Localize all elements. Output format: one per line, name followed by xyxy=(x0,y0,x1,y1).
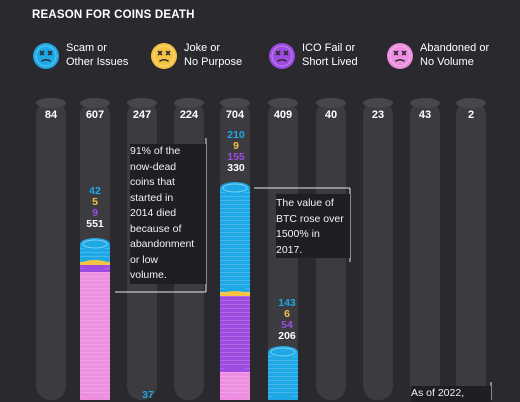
breakdown-scam-5: 143 xyxy=(278,297,296,309)
abandoned-face-icon xyxy=(386,42,414,70)
column-cap-9 xyxy=(456,98,486,108)
legend-label-joke: Joke or No Purpose xyxy=(184,42,243,68)
legend-label-abandoned: Abandoned or No Volume xyxy=(420,42,490,68)
breakdown-abandoned-1: 551 xyxy=(86,218,104,230)
total-label-2: 247 xyxy=(133,109,151,121)
legend: Scam or Other Issues Joke or No Purpose … xyxy=(32,40,520,82)
breakdown-ico-5: 54 xyxy=(281,319,293,331)
total-label-8: 43 xyxy=(419,109,431,121)
column-cap-3 xyxy=(174,98,204,108)
annotation-2014: 91% of the now-dead coins that started i… xyxy=(130,144,206,284)
column-8 xyxy=(410,101,440,400)
legend-label-ico: ICO Fail or Short Lived xyxy=(302,42,358,68)
total-label-1: 607 xyxy=(86,109,104,121)
breakdown-joke-4: 9 xyxy=(233,140,239,152)
coin-segment-edge-4-3 xyxy=(220,395,250,400)
breakdown-abandoned-5: 206 xyxy=(278,330,296,342)
breakdown-scam-1: 42 xyxy=(89,185,101,197)
total-label-0: 84 xyxy=(45,109,58,121)
coin-segment-5-0 xyxy=(268,352,298,400)
column-cap-2 xyxy=(127,98,157,108)
coin-top-ring-1 xyxy=(82,239,108,249)
coin-top-ring-4 xyxy=(222,183,248,193)
column-cap-5 xyxy=(268,98,298,108)
coin-top-ring-5 xyxy=(270,347,296,357)
coin-top-4 xyxy=(220,182,250,194)
coin-segment-edge-5-0 xyxy=(268,395,298,400)
column-0 xyxy=(36,101,66,400)
breakdown-joke-1: 5 xyxy=(92,196,98,208)
legend-label-scam: Scam or Other Issues xyxy=(66,42,129,68)
column-cap-6 xyxy=(316,98,346,108)
partial-label-scam-2: 37 xyxy=(142,389,154,400)
breakdown-ico-4: 155 xyxy=(227,151,245,163)
breakdown-abandoned-4: 330 xyxy=(227,162,245,174)
scam-face-icon xyxy=(32,42,60,70)
column-cap-8 xyxy=(410,98,440,108)
total-label-7: 23 xyxy=(372,109,384,121)
coin-segment-1-3 xyxy=(80,272,110,400)
total-label-6: 40 xyxy=(325,109,337,121)
total-label-5: 409 xyxy=(274,109,292,121)
coin-segment-edge-1-3 xyxy=(80,395,110,400)
coin-top-5 xyxy=(268,346,298,358)
ico-face-icon xyxy=(268,42,296,70)
breakdown-scam-4: 210 xyxy=(227,129,245,141)
total-label-3: 224 xyxy=(180,109,199,121)
breakdown-ico-1: 9 xyxy=(92,207,98,219)
joke-face-icon xyxy=(150,42,178,70)
column-cap-4 xyxy=(220,98,250,108)
column-9 xyxy=(456,101,486,400)
total-label-9: 2 xyxy=(468,109,474,121)
chart-title: REASON FOR COINS DEATH xyxy=(32,9,195,21)
coin-top-1 xyxy=(80,238,110,250)
coin-segment-4-2 xyxy=(220,296,250,372)
column-cap-1 xyxy=(80,98,110,108)
total-label-4: 704 xyxy=(226,109,245,121)
column-cap-7 xyxy=(363,98,393,108)
annotation-btc-2017: The value of BTC rose over 1500% in 2017… xyxy=(276,194,350,258)
coin-segment-4-0 xyxy=(220,188,250,292)
column-7 xyxy=(363,101,393,400)
column-cap-0 xyxy=(36,98,66,108)
breakdown-joke-5: 6 xyxy=(284,308,290,320)
annotation-2022: As of 2022, xyxy=(411,386,491,402)
